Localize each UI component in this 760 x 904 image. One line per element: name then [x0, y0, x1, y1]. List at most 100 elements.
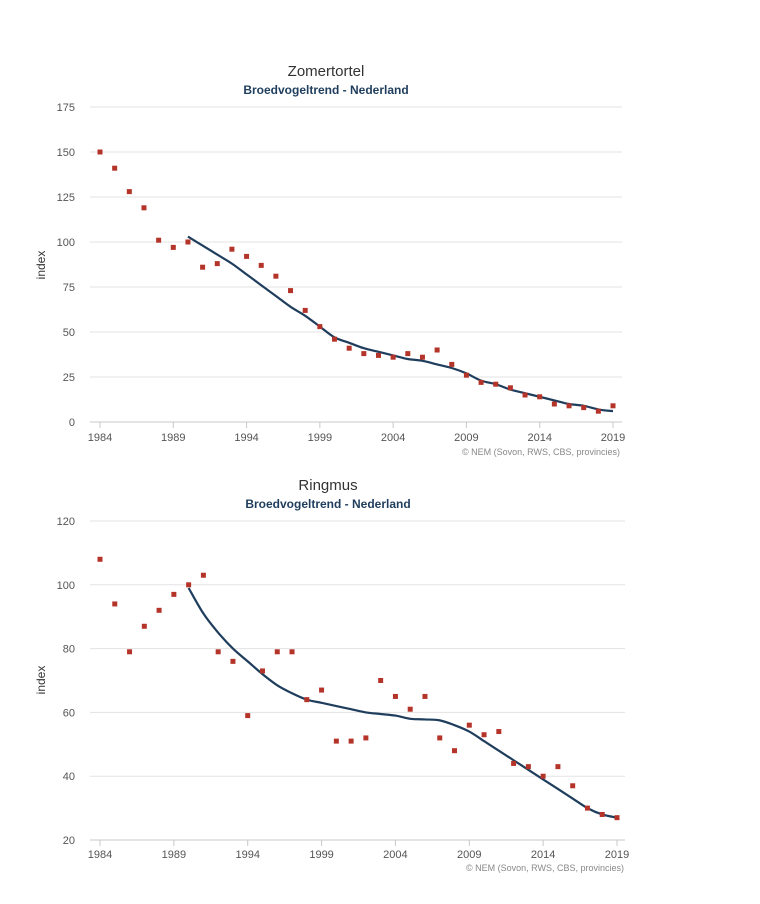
x-tick-label: 1989: [161, 432, 185, 444]
data-point: [581, 405, 587, 411]
data-point: [170, 244, 176, 250]
data-point: [363, 735, 369, 741]
data-point: [434, 347, 440, 353]
data-point: [97, 149, 103, 155]
data-point: [481, 732, 487, 738]
data-point: [171, 591, 177, 597]
data-point: [570, 783, 576, 789]
data-point: [156, 607, 162, 613]
data-point: [245, 713, 251, 719]
data-point: [551, 401, 557, 407]
data-point: [452, 748, 458, 754]
chart-credit: © NEM (Sovon, RWS, CBS, provincies): [462, 447, 620, 457]
y-tick-label: 125: [57, 192, 75, 204]
data-point: [555, 764, 561, 770]
data-point: [449, 361, 455, 367]
data-point: [112, 165, 118, 171]
data-point: [230, 658, 236, 664]
data-point: [141, 205, 147, 211]
x-tick-label: 2014: [531, 849, 555, 861]
data-point: [186, 582, 192, 588]
chart-zomertortel: Zomertortel Broedvogeltrend - Nederland …: [34, 63, 625, 457]
y-tick-label: 80: [63, 644, 75, 656]
chart-ringmus: Ringmus Broedvogeltrend - Nederland inde…: [34, 477, 629, 873]
data-point: [537, 394, 543, 400]
x-tick-label: 1984: [88, 432, 112, 444]
y-tick-label: 0: [69, 417, 75, 429]
data-point: [112, 601, 118, 607]
data-point: [437, 735, 443, 741]
data-point: [614, 815, 620, 821]
data-point: [522, 392, 528, 398]
tick-layer: 20 40 60 80 100 120 1984 1989 1994 1999 2004 2009 20…: [57, 516, 630, 861]
data-point: [244, 253, 250, 259]
data-point: [390, 354, 396, 360]
grid-layer: [90, 520, 625, 841]
trend-line: [187, 235, 614, 413]
y-tick-label: 75: [63, 282, 75, 294]
data-point: [525, 764, 531, 770]
data-point: [127, 649, 133, 655]
data-point: [141, 623, 147, 629]
data-point: [289, 649, 295, 655]
data-point: [478, 379, 484, 385]
y-tick-label: 40: [63, 771, 75, 783]
x-tick-label: 1994: [235, 849, 259, 861]
x-tick-label: 2019: [605, 849, 629, 861]
data-point: [333, 738, 339, 744]
data-layer: [97, 556, 620, 821]
y-tick-label: 150: [57, 147, 75, 159]
data-point: [288, 288, 294, 294]
data-point: [507, 385, 513, 391]
y-tick-label: 60: [63, 707, 75, 719]
x-tick-label: 1999: [308, 432, 332, 444]
data-point: [214, 261, 220, 267]
data-point: [584, 805, 590, 811]
data-point: [317, 324, 323, 330]
data-point: [361, 351, 367, 357]
data-point: [511, 760, 517, 766]
grid-layer: [90, 106, 622, 423]
data-point: [274, 649, 280, 655]
x-tick-label: 2009: [457, 849, 481, 861]
data-point: [599, 811, 605, 817]
data-point: [496, 729, 502, 735]
chart-credit: © NEM (Sovon, RWS, CBS, provincies): [466, 863, 624, 873]
y-tick-label: 25: [63, 372, 75, 384]
x-tick-label: 1989: [162, 849, 186, 861]
data-point: [126, 189, 132, 195]
y-tick-label: 175: [57, 102, 75, 114]
chart-title: Zomertortel: [288, 63, 365, 80]
data-point: [215, 649, 221, 655]
data-point: [466, 722, 472, 728]
data-point: [348, 738, 354, 744]
data-point: [185, 239, 191, 245]
data-point: [332, 336, 338, 342]
data-point: [375, 352, 381, 358]
data-point: [493, 381, 499, 387]
data-point: [258, 262, 264, 268]
data-point: [463, 372, 469, 378]
x-tick-label: 2004: [381, 432, 405, 444]
chart-subtitle: Broedvogeltrend - Nederland: [245, 497, 410, 511]
data-point: [273, 273, 279, 279]
x-tick-label: 2019: [601, 432, 625, 444]
data-point: [200, 264, 206, 270]
y-axis-label: index: [34, 666, 48, 695]
data-point: [405, 351, 411, 357]
data-point: [595, 408, 601, 414]
data-point: [540, 773, 546, 779]
y-tick-label: 100: [57, 580, 75, 592]
trend-line: [187, 587, 618, 819]
x-tick-label: 2004: [383, 849, 407, 861]
data-point: [610, 403, 616, 409]
y-tick-label: 100: [57, 237, 75, 249]
data-point: [407, 706, 413, 712]
y-tick-label: 50: [63, 327, 75, 339]
tick-layer: 0 25 50 75 100 125 150 175 1984 1989 1994 1999 2004 2…: [57, 102, 626, 444]
chart-title: Ringmus: [298, 477, 357, 494]
x-tick-label: 1999: [309, 849, 333, 861]
y-tick-label: 120: [57, 516, 75, 528]
x-tick-label: 2009: [454, 432, 478, 444]
